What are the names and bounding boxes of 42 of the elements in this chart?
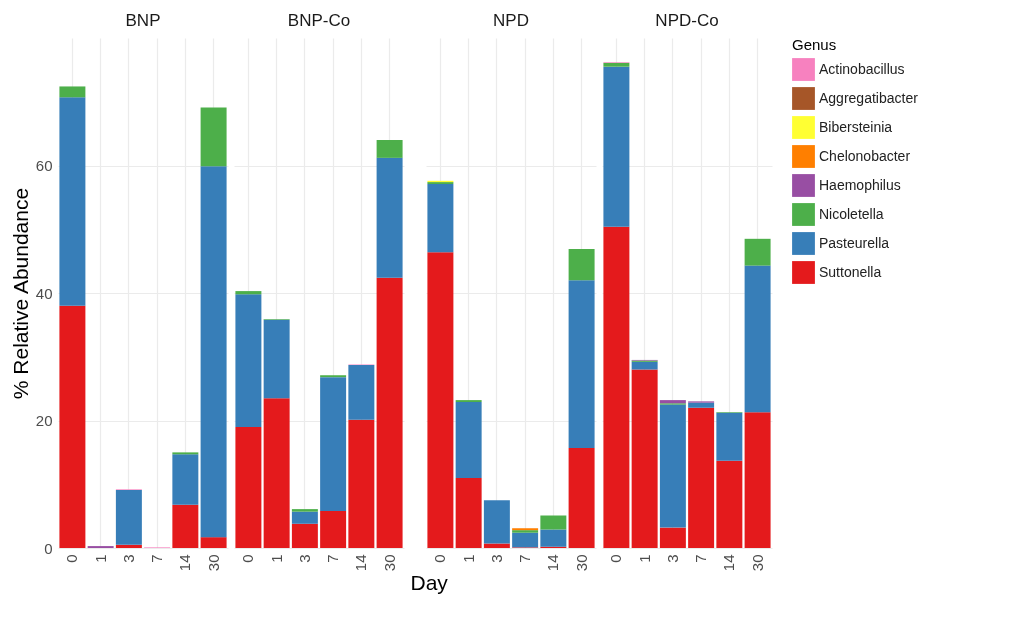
- x-tick-label: 30: [572, 554, 590, 572]
- x-tick-label: 30: [204, 554, 222, 572]
- x-tick-label: 3: [487, 554, 505, 563]
- legend-title: Genus: [792, 36, 837, 53]
- chart-title: BNP-Co: [287, 11, 351, 30]
- y-tick-label: 60: [35, 157, 53, 174]
- x-tick-label: 7: [516, 554, 534, 563]
- x-tick-label: 7: [692, 554, 710, 563]
- chart-title: NPD: [493, 11, 529, 30]
- x-tick-label: 1: [459, 554, 477, 563]
- x-tick-label: 3: [295, 554, 313, 563]
- x-tick-label: 14: [176, 554, 194, 572]
- legend-label: Chelonobacter: [819, 147, 911, 164]
- x-tick-label: 3: [119, 554, 137, 563]
- legend-label: Suttonella: [819, 263, 882, 280]
- chart-title: NPD-Co: [655, 11, 719, 30]
- legend-label: Nicoletella: [819, 205, 884, 222]
- legend-label: Actinobacillus: [819, 60, 905, 77]
- x-tick-label: 14: [544, 554, 562, 572]
- legend-label: Pasteurella: [819, 234, 890, 251]
- x-tick-label: 0: [607, 554, 625, 563]
- x-tick-label: 14: [352, 554, 370, 572]
- x-axis-title: Day: [410, 571, 449, 595]
- x-tick-label: 1: [267, 554, 285, 563]
- x-tick-label: 1: [635, 554, 653, 563]
- x-tick-label: 0: [431, 554, 449, 563]
- x-tick-label: 0: [239, 554, 257, 563]
- legend-label: Bibersteinia: [819, 118, 893, 135]
- x-tick-label: 7: [324, 554, 342, 563]
- x-tick-label: 14: [720, 554, 738, 572]
- x-tick-label: 0: [63, 554, 81, 563]
- chart-title: BNP: [125, 11, 161, 30]
- x-tick-label: 1: [91, 554, 109, 563]
- x-tick-label: 3: [663, 554, 681, 563]
- x-tick-label: 7: [148, 554, 166, 563]
- legend-label: Aggregatibacter: [819, 89, 919, 106]
- y-tick-label: 40: [35, 284, 53, 302]
- y-axis-title: % Relative Abundance: [8, 187, 32, 400]
- x-tick-label: 30: [748, 554, 766, 572]
- x-tick-label: 30: [380, 554, 398, 572]
- y-tick-label: 20: [35, 412, 53, 429]
- legend-label: Haemophilus: [819, 176, 901, 193]
